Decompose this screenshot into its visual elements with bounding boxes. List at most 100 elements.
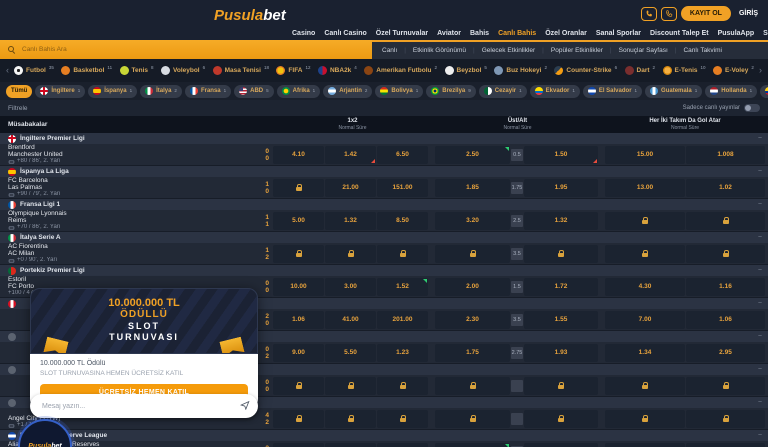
- odds-cell[interactable]: 1.75: [435, 343, 510, 362]
- country-pill-guatemala[interactable]: Guatemala 1: [645, 84, 703, 98]
- sport-tab-futbol[interactable]: Futbol 35: [11, 65, 57, 76]
- nav-item-sizi-arayal-m[interactable]: Sizi Arayalım: [763, 30, 768, 37]
- match-row[interactable]: Olympique Lyonnais Reims +70 / 86', 2. Yar…: [0, 210, 768, 232]
- sport-tab-tenis[interactable]: Tenis 8: [117, 65, 157, 76]
- odds-cell[interactable]: 4.10: [273, 145, 324, 164]
- nav-item-aviator[interactable]: Aviator: [437, 30, 461, 37]
- quick-link-etkinlik-g-r-n-m[interactable]: Etkinlik Görünümü: [412, 47, 466, 54]
- sport-tab-fifa[interactable]: FIFA 12: [273, 65, 313, 76]
- odds-cell[interactable]: 3.20: [435, 211, 510, 230]
- odds-cell[interactable]: 6.50: [377, 145, 428, 164]
- odds-cell[interactable]: 1.06: [686, 310, 765, 329]
- search-input[interactable]: [20, 45, 364, 54]
- sport-tab-dart[interactable]: Dart 2: [622, 65, 659, 76]
- odds-cell[interactable]: 3.00: [377, 442, 428, 447]
- odds-cell[interactable]: 2.00: [435, 277, 510, 296]
- country-pill-el-salvador[interactable]: El Salvador 1: [582, 84, 643, 98]
- live-stream-toggle[interactable]: [744, 104, 760, 112]
- collapse-icon[interactable]: −: [757, 300, 762, 307]
- country-pill-kolombiya[interactable]: Kolombiya1: [760, 84, 768, 98]
- country-pill-bolivya[interactable]: Bolivya 1: [375, 84, 424, 98]
- odds-cell[interactable]: 15.00: [605, 145, 685, 164]
- odds-cell[interactable]: 10.00: [273, 277, 324, 296]
- odds-cell[interactable]: 9.00: [273, 343, 324, 362]
- odds-cell[interactable]: 4.30: [605, 277, 685, 296]
- odds-cell[interactable]: 1.34: [605, 343, 685, 362]
- odds-cell[interactable]: 5.00: [273, 211, 324, 230]
- nav-item-sanal-sporlar[interactable]: Sanal Sporlar: [595, 30, 641, 37]
- sport-tab-masa-tenisi[interactable]: Masa Tenisi 18: [210, 65, 272, 76]
- send-icon[interactable]: [240, 397, 250, 415]
- sport-tab-buz-hokeyi[interactable]: Buz Hokeyi 2: [491, 65, 550, 76]
- sport-tab-e-tenis[interactable]: E-Tenis 10: [660, 65, 709, 76]
- odds-cell[interactable]: 1.72: [524, 277, 598, 296]
- odds-cell[interactable]: 1.72: [325, 442, 376, 447]
- country-pill-ekvador[interactable]: Ekvador 1: [529, 84, 580, 98]
- league-header-i-talya-serie-a[interactable]: İtalya Serie A −: [0, 232, 768, 243]
- odds-cell[interactable]: 8.50: [377, 211, 428, 230]
- league-header-item[interactable]: −: [0, 364, 768, 375]
- sport-tab-voleybol[interactable]: Voleybol 6: [158, 65, 208, 76]
- odds-cell[interactable]: 1.55: [524, 310, 598, 329]
- country-pill-t-m[interactable]: Tümü: [6, 84, 33, 98]
- sport-tab-nba2k[interactable]: NBA2k 4: [315, 65, 360, 76]
- country-pill-afrika[interactable]: Afrika 1: [276, 84, 321, 98]
- country-pill-brezilya[interactable]: Brezilya 9: [426, 84, 476, 98]
- odds-cell[interactable]: 201.00: [377, 310, 428, 329]
- sport-tab-basketbol[interactable]: Basketbol 11: [58, 65, 115, 76]
- quick-link-canl-takvimi[interactable]: Canlı Takvimi: [683, 47, 722, 54]
- country-pill-i-ngiltere[interactable]: İngiltere 1: [35, 84, 86, 98]
- nav-item-bahis[interactable]: Bahis: [470, 30, 490, 37]
- scroll-left-icon[interactable]: ‹: [6, 65, 9, 75]
- collapse-icon[interactable]: −: [757, 135, 762, 142]
- sport-tab-amerikan-futbolu[interactable]: Amerikan Futbolu 2: [361, 65, 440, 76]
- odds-cell[interactable]: 151.00: [377, 178, 428, 197]
- odds-cell[interactable]: 7.00: [605, 310, 685, 329]
- country-pill-cezayir[interactable]: Cezayir 1: [478, 84, 527, 98]
- league-header-i-ngiltere-premier-ligi[interactable]: İngiltere Premier Ligi −: [0, 133, 768, 144]
- country-pill-arjantin[interactable]: Arjantin 2: [323, 84, 373, 98]
- collapse-icon[interactable]: −: [757, 333, 762, 340]
- odds-cell[interactable]: 21.00: [325, 178, 376, 197]
- odds-cell[interactable]: 1.32: [524, 211, 598, 230]
- whatsapp-contact-button[interactable]: [640, 6, 657, 21]
- chat-message-input[interactable]: [40, 401, 240, 411]
- collapse-icon[interactable]: −: [757, 432, 762, 439]
- country-pill-abd[interactable]: ABD 5: [234, 84, 274, 98]
- league-header-item[interactable]: −: [0, 298, 768, 309]
- odds-cell[interactable]: 1.40: [273, 442, 324, 447]
- odds-cell[interactable]: 1.23: [377, 343, 428, 362]
- league-header-item[interactable]: −: [0, 331, 768, 342]
- quick-link-canl[interactable]: Canlı: [382, 47, 398, 54]
- match-row[interactable]: Brentford Manchester United +80 / 86', 2. …: [0, 144, 768, 166]
- nav-item-canl-casino[interactable]: Canlı Casino: [324, 30, 367, 37]
- country-pill-i-talya[interactable]: İtalya 2: [140, 84, 182, 98]
- phone-contact-button[interactable]: [660, 6, 677, 21]
- odds-cell[interactable]: 13.00: [605, 178, 685, 197]
- nav-item-discount-talep-et[interactable]: Discount Talep Et: [649, 30, 709, 37]
- league-header-el-salvador-reserve-league[interactable]: El Salvador Reserve League−: [0, 430, 768, 441]
- country-pill-hollanda[interactable]: Hollanda 1: [705, 84, 758, 98]
- country-pill-fransa[interactable]: Fransa 1: [184, 84, 232, 98]
- brand-logo[interactable]: Pusulabet: [214, 7, 286, 24]
- nav-item-pusulaapp[interactable]: PusulaApp: [717, 30, 755, 37]
- collapse-icon[interactable]: −: [757, 234, 762, 241]
- sport-tab-e-voley[interactable]: E-Voley 2: [710, 65, 757, 76]
- nav-item-canl-bahis[interactable]: Canlı Bahis: [498, 30, 537, 37]
- chat-input-bar[interactable]: [30, 394, 258, 418]
- odds-cell[interactable]: 5.50: [325, 343, 376, 362]
- odds-cell[interactable]: 41.00: [325, 310, 376, 329]
- league-header-i-spanya-la-liga[interactable]: İspanya La Liga −: [0, 166, 768, 177]
- country-pill-i-spanya[interactable]: İspanya 1: [88, 84, 138, 98]
- collapse-icon[interactable]: −: [757, 168, 762, 175]
- collapse-icon[interactable]: −: [757, 399, 762, 406]
- odds-cell[interactable]: 1.52: [377, 277, 428, 296]
- league-header-fransa-ligi-1[interactable]: Fransa Ligi 1 −: [0, 199, 768, 210]
- odds-cell[interactable]: 1.42: [325, 145, 376, 164]
- odds-cell[interactable]: 1.32: [325, 211, 376, 230]
- odds-cell[interactable]: 1.85: [435, 178, 510, 197]
- live-search-bar[interactable]: [0, 40, 372, 59]
- register-button[interactable]: KAYIT OL: [680, 6, 731, 21]
- match-row[interactable]: AC Fiorentina AC Milan +0 / 90', 2. Yarı 1 2…: [0, 243, 768, 265]
- odds-cell[interactable]: 1.95: [524, 178, 598, 197]
